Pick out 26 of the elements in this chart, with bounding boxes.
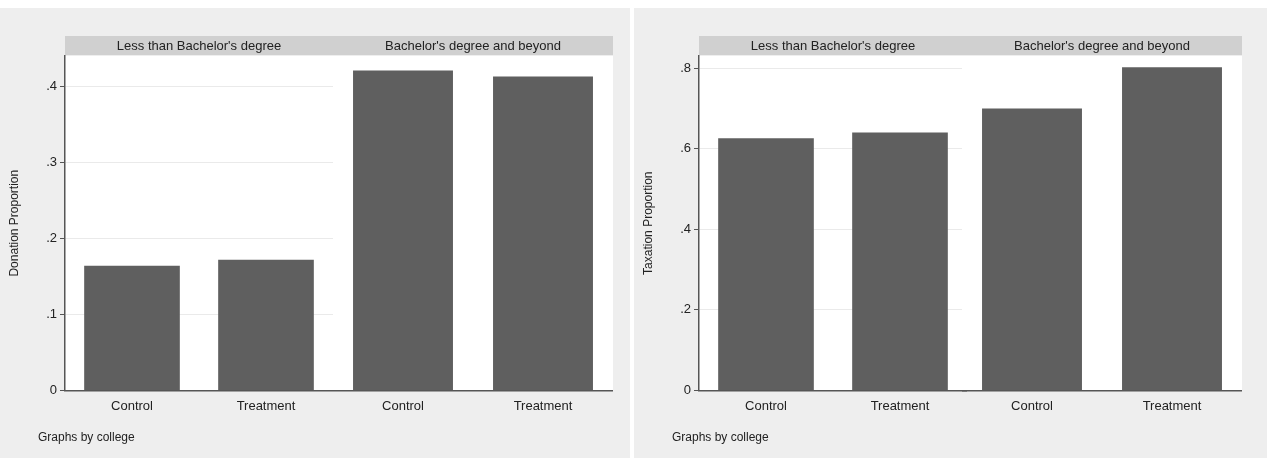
x-tick-label: Treatment <box>870 397 930 413</box>
y-tick-label: .3 <box>46 153 57 169</box>
chart-title: Less than Bachelor's degree <box>65 36 333 55</box>
x-tick-label: Treatment <box>513 397 573 413</box>
text: Graphs by college <box>38 430 135 444</box>
chart-title: Less than Bachelor's degree <box>699 36 967 55</box>
text: Graphs by college <box>672 430 769 444</box>
chart-title: Bachelor's degree and beyond <box>333 36 613 55</box>
y-tick-label: 0 <box>49 381 57 397</box>
x-tick-label: Control <box>111 397 154 413</box>
y-tick-label: .2 <box>680 301 691 317</box>
y-tick-label: .1 <box>46 305 57 321</box>
x-tick-label: Control <box>382 397 425 413</box>
y-tick-label: .8 <box>680 59 691 75</box>
y-tick-label: .6 <box>680 140 691 156</box>
y-axis-title: Taxation Proportion <box>640 171 655 275</box>
y-tick-label: .4 <box>680 220 691 236</box>
y-tick-label: 0 <box>683 381 691 397</box>
x-tick-label: Treatment <box>236 397 296 413</box>
x-tick-label: Control <box>745 397 788 413</box>
y-tick-label: .2 <box>46 229 57 245</box>
x-tick-label: Control <box>1011 397 1054 413</box>
y-axis-title: Donation Proportion <box>6 169 21 277</box>
chart-title: Bachelor's degree and beyond <box>962 36 1242 55</box>
x-tick-label: Treatment <box>1142 397 1202 413</box>
y-tick-label: .4 <box>46 77 57 93</box>
